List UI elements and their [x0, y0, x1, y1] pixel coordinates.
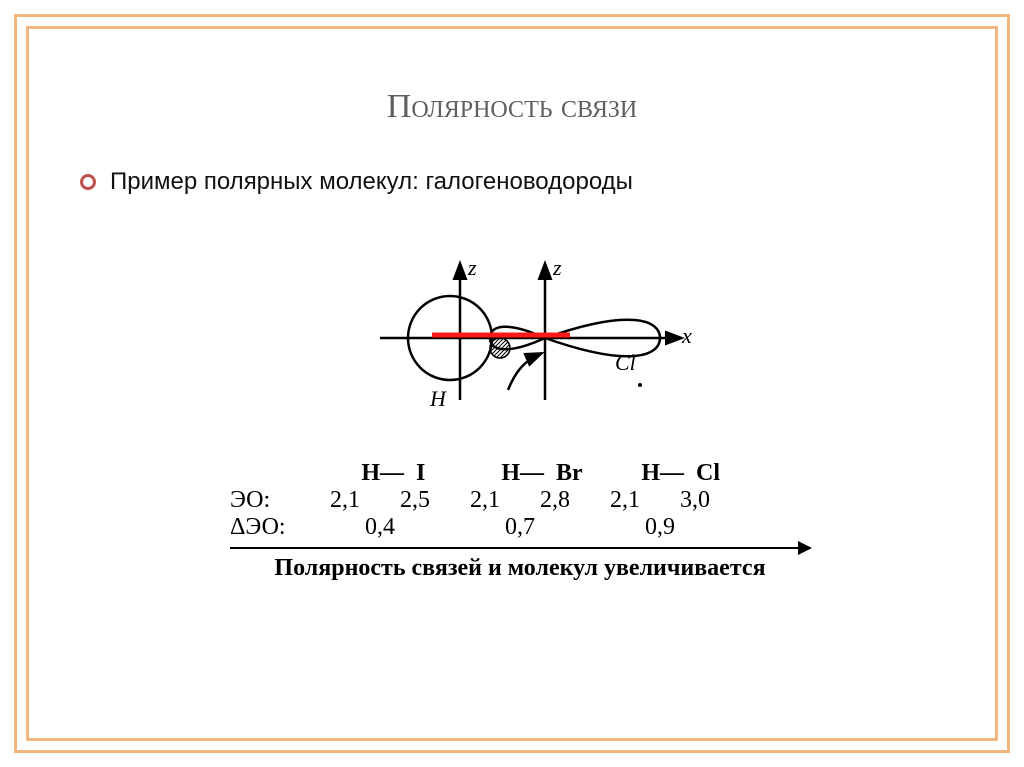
deo-row: ΔЭО: 0,4 0,7 0,9 — [230, 514, 810, 541]
page-title: Полярность связи — [0, 88, 1024, 126]
slide: Полярность связи Пример полярных молекул… — [0, 0, 1024, 767]
shift-arrow — [508, 354, 540, 390]
bullet-icon — [80, 174, 96, 190]
label-z2: z — [552, 255, 562, 280]
deo-label: ΔЭО: — [230, 514, 310, 541]
pair-h-3: H — [590, 460, 660, 487]
pair-h-1: H — [310, 460, 380, 487]
pair-cl: — Cl — [660, 460, 730, 487]
comparison-table: H — I H — Br H — Cl ЭО: 2,1 2,5 2,1 2,8 … — [230, 460, 810, 582]
label-h: H — [429, 386, 447, 411]
eo-row: ЭО: 2,1 2,5 2,1 2,8 2,1 3,0 — [230, 487, 810, 514]
table-header-row: H — I H — Br H — Cl — [230, 460, 810, 487]
eo-val: 2,1 — [450, 487, 520, 514]
pair-br: — Br — [520, 460, 590, 487]
pair-i: — I — [380, 460, 450, 487]
bullet-row: Пример полярных молекул: галогеноводород… — [80, 168, 633, 196]
deo-val: 0,4 — [310, 514, 450, 541]
dot — [638, 383, 642, 387]
eo-val: 2,1 — [310, 487, 380, 514]
trend-caption: Полярность связей и молекул увеличиваетс… — [230, 555, 810, 582]
label-z1: z — [467, 255, 477, 280]
eo-val: 2,5 — [380, 487, 450, 514]
pair-h-2: H — [450, 460, 520, 487]
eo-val: 2,1 — [590, 487, 660, 514]
deo-val: 0,9 — [590, 514, 730, 541]
label-cl: Cl — [615, 350, 636, 375]
orbital-svg: z z x H Cl — [340, 250, 700, 430]
eo-label: ЭО: — [230, 487, 310, 514]
overlap-region — [490, 338, 510, 358]
eo-val: 3,0 — [660, 487, 730, 514]
orbital-diagram: z z x H Cl — [340, 250, 700, 430]
deo-val: 0,7 — [450, 514, 590, 541]
eo-val: 2,8 — [520, 487, 590, 514]
label-x: x — [681, 323, 692, 348]
trend-arrow — [230, 547, 810, 549]
bullet-text: Пример полярных молекул: галогеноводород… — [110, 168, 633, 196]
